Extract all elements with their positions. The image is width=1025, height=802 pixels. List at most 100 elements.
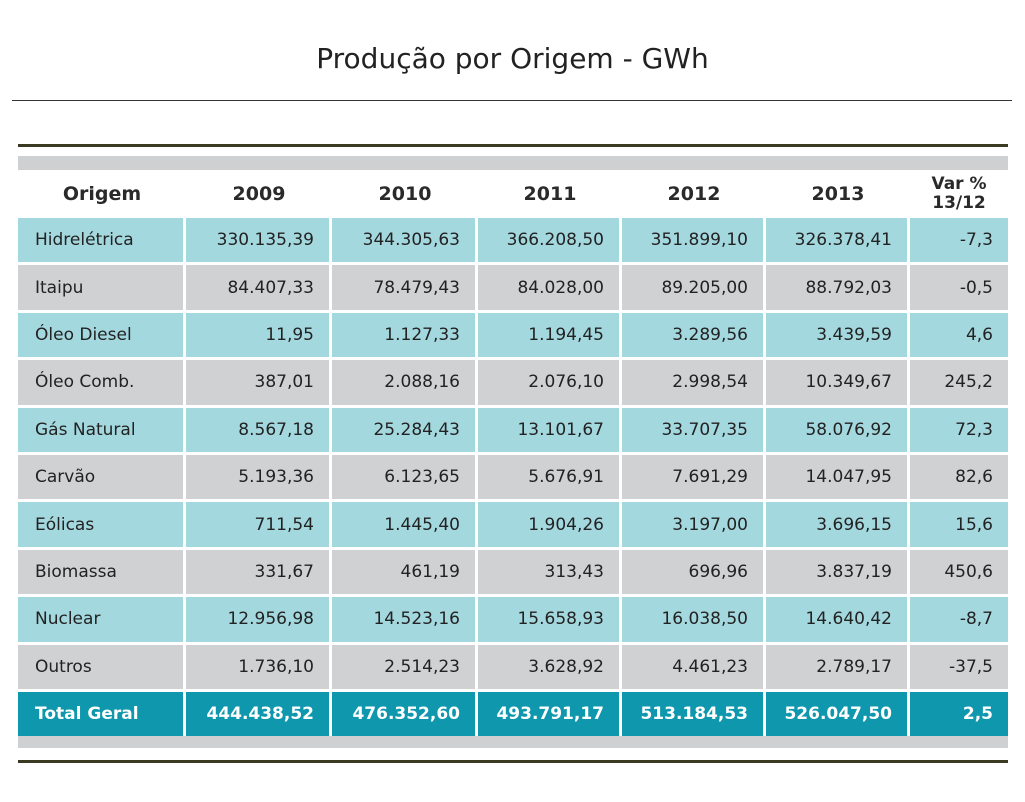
value-cell: 330.135,39 — [186, 218, 332, 266]
var-percent-cell: 2,5 — [910, 691, 1008, 740]
value-cell: 444.438,52 — [186, 691, 332, 740]
var-percent-cell: 82,6 — [910, 454, 1008, 503]
table-row: Gás Natural 8.567,18 25.284,43 13.101,67 33.… — [18, 407, 1008, 455]
value-cell: 1.445,40 — [332, 502, 478, 550]
value-cell: 58.076,92 — [766, 407, 910, 455]
var-percent-cell: -8,7 — [910, 597, 1008, 645]
header-2009: 2009 — [232, 183, 286, 205]
value-cell: 7.691,29 — [622, 454, 766, 503]
value-cell: 461,19 — [332, 549, 478, 598]
value-cell: 10.349,67 — [766, 360, 910, 408]
header-var: Var % 13/12 — [910, 175, 1008, 213]
origin-name-cell: Hidrelétrica — [18, 218, 186, 266]
header-2011: 2011 — [523, 183, 577, 205]
value-cell: 89.205,00 — [622, 265, 766, 313]
table-bottom-rule — [18, 760, 1008, 763]
value-cell: 3.197,00 — [622, 502, 766, 550]
value-cell: 351.899,10 — [622, 218, 766, 266]
table-top-rule — [18, 144, 1008, 147]
value-cell: 1.736,10 — [186, 644, 332, 692]
var-percent-cell: 450,6 — [910, 549, 1008, 598]
var-percent-cell: -37,5 — [910, 644, 1008, 692]
value-cell: 2.998,54 — [622, 360, 766, 408]
origin-name-cell: Óleo Comb. — [18, 360, 186, 408]
value-cell: 16.038,50 — [622, 597, 766, 645]
value-cell: 366.208,50 — [478, 218, 622, 266]
value-cell: 84.407,33 — [186, 265, 332, 313]
var-percent-cell: 15,6 — [910, 502, 1008, 550]
table-row: Óleo Diesel 11,95 1.127,33 1.194,45 3.289,56… — [18, 312, 1008, 361]
value-cell: 5.193,36 — [186, 454, 332, 503]
value-cell: 326.378,41 — [766, 218, 910, 266]
value-cell: 2.789,17 — [766, 644, 910, 692]
table-bottom-band — [18, 736, 1008, 748]
value-cell: 493.791,17 — [478, 691, 622, 740]
value-cell: 1.904,26 — [478, 502, 622, 550]
value-cell: 696,96 — [622, 549, 766, 598]
value-cell: 476.352,60 — [332, 691, 478, 740]
value-cell: 12.956,98 — [186, 597, 332, 645]
header-2013: 2013 — [811, 183, 865, 205]
header-2012: 2012 — [667, 183, 721, 205]
value-cell: 78.479,43 — [332, 265, 478, 313]
origin-name-cell: Biomassa — [18, 549, 186, 598]
header-2010: 2010 — [378, 183, 432, 205]
value-cell: 1.127,33 — [332, 312, 478, 361]
table-row: Hidrelétrica 330.135,39 344.305,63 366.208,… — [18, 218, 1008, 266]
var-percent-cell: 4,6 — [910, 312, 1008, 361]
origin-name-cell: Carvão — [18, 454, 186, 503]
header-var-line2: 13/12 — [932, 193, 986, 213]
value-cell: 2.514,23 — [332, 644, 478, 692]
value-cell: 344.305,63 — [332, 218, 478, 266]
value-cell: 1.194,45 — [478, 312, 622, 361]
value-cell: 25.284,43 — [332, 407, 478, 455]
value-cell: 3.837,19 — [766, 549, 910, 598]
page-title: Produção por Origem - GWh — [316, 42, 709, 75]
table-header-row: Origem 2009 2010 2011 2012 2013 Var % 13… — [18, 170, 1008, 218]
origin-name-cell: Eólicas — [18, 502, 186, 550]
value-cell: 331,67 — [186, 549, 332, 598]
value-cell: 5.676,91 — [478, 454, 622, 503]
table-row: Nuclear 12.956,98 14.523,16 15.658,93 16.038… — [18, 597, 1008, 645]
var-percent-cell: -0,5 — [910, 265, 1008, 313]
var-percent-cell: 72,3 — [910, 407, 1008, 455]
origin-name-cell: Gás Natural — [18, 407, 186, 455]
var-percent-cell: 245,2 — [910, 360, 1008, 408]
table-row: Biomassa 331,67 461,19 313,43 696,96 3.837,19… — [18, 549, 1008, 598]
value-cell: 387,01 — [186, 360, 332, 408]
value-cell: 84.028,00 — [478, 265, 622, 313]
value-cell: 313,43 — [478, 549, 622, 598]
header-var-line1: Var % — [931, 174, 987, 194]
value-cell: 13.101,67 — [478, 407, 622, 455]
value-cell: 526.047,50 — [766, 691, 910, 740]
table-row: Itaipu 84.407,33 78.479,43 84.028,00 89.205,… — [18, 265, 1008, 313]
table-row: Outros 1.736,10 2.514,23 3.628,92 4.461,23 2.… — [18, 644, 1008, 692]
origin-name-cell: Outros — [18, 644, 186, 692]
table-row: Carvão 5.193,36 6.123,65 5.676,91 7.691,29 14… — [18, 454, 1008, 503]
value-cell: 8.567,18 — [186, 407, 332, 455]
table-row: Eólicas 711,54 1.445,40 1.904,26 3.197,00 3.6… — [18, 502, 1008, 550]
origin-name-cell: Óleo Diesel — [18, 312, 186, 361]
value-cell: 3.289,56 — [622, 312, 766, 361]
value-cell: 3.696,15 — [766, 502, 910, 550]
header-origem: Origem — [62, 183, 142, 205]
value-cell: 15.658,93 — [478, 597, 622, 645]
value-cell: 14.523,16 — [332, 597, 478, 645]
value-cell: 2.088,16 — [332, 360, 478, 408]
origin-name-cell: Itaipu — [18, 265, 186, 313]
value-cell: 2.076,10 — [478, 360, 622, 408]
value-cell: 14.640,42 — [766, 597, 910, 645]
total-row: Total Geral 444.438,52 476.352,60 493.791,1… — [18, 691, 1008, 740]
production-table: Hidrelétrica 330.135,39 344.305,63 366.208,… — [18, 218, 1008, 740]
value-cell: 3.628,92 — [478, 644, 622, 692]
value-cell: 14.047,95 — [766, 454, 910, 503]
value-cell: 11,95 — [186, 312, 332, 361]
value-cell: 6.123,65 — [332, 454, 478, 503]
title-divider — [12, 100, 1012, 101]
value-cell: 4.461,23 — [622, 644, 766, 692]
var-percent-cell: -7,3 — [910, 218, 1008, 266]
table-row: Óleo Comb. 387,01 2.088,16 2.076,10 2.998,54… — [18, 360, 1008, 408]
value-cell: 513.184,53 — [622, 691, 766, 740]
value-cell: 88.792,03 — [766, 265, 910, 313]
table-top-band — [18, 156, 1008, 170]
